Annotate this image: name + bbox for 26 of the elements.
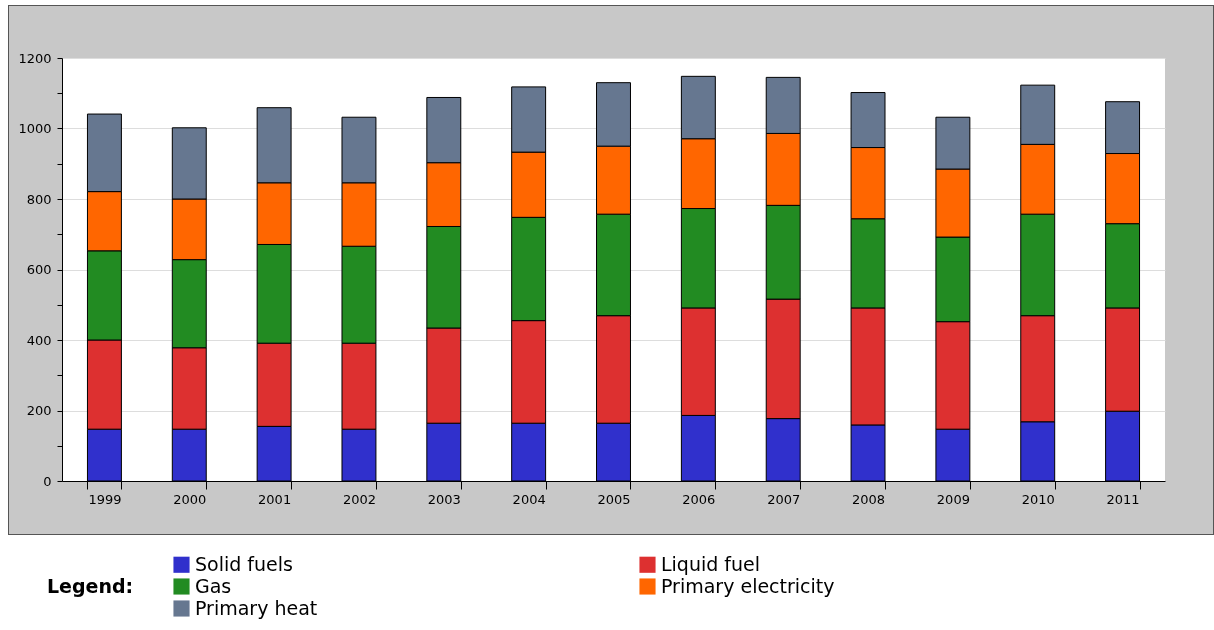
x-tick-label: 2008 [851,491,886,507]
legend-title: Legend: [47,575,134,597]
legend-label: Solid fuels [195,552,293,575]
x-tick-label: 2006 [682,491,716,507]
y-tick-label: 600 [26,262,52,277]
y-tick-label: 1000 [18,121,52,136]
x-tick-label: 2000 [173,491,207,507]
x-tick-label: 2002 [342,491,377,507]
x-tick-label: 1999 [88,491,122,507]
x-tick-label: 2004 [512,491,546,507]
x-tick-label: 2003 [427,491,461,507]
x-tick-label: 2009 [936,491,970,507]
y-tick-label: 800 [26,191,52,207]
legend-label: Primary heat [195,596,318,619]
x-tick-label: 2007 [767,491,801,507]
x-tick-label: 2005 [597,491,631,507]
x-tick-label: 2001 [258,491,292,507]
y-tick-label: 1200 [18,50,52,66]
legend-label: Liquid fuel [661,552,761,575]
x-tick-label: 2011 [1106,491,1140,507]
legend-label: Primary electricity [661,574,835,597]
x-tick-label: 2010 [1021,491,1055,507]
y-tick-label: 400 [26,332,52,348]
y-tick-label: 200 [26,403,52,418]
y-tick-label: 0 [43,473,52,489]
legend-label: Gas [195,574,232,597]
